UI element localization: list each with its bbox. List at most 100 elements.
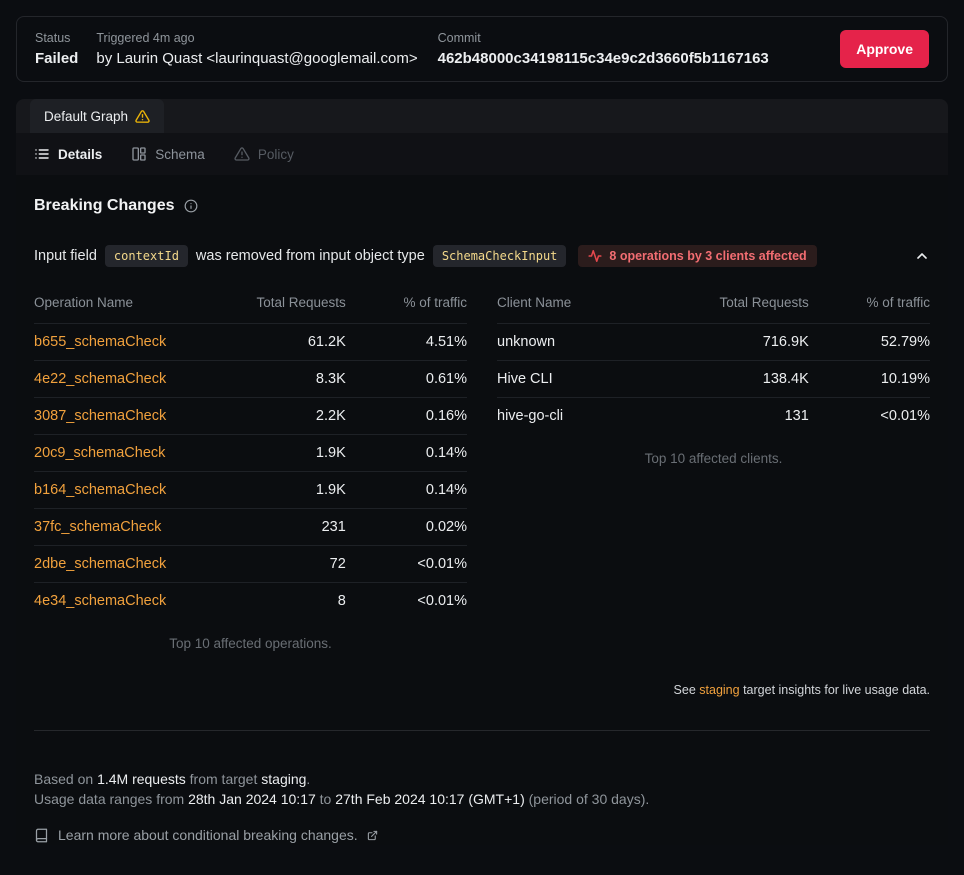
tab-schema[interactable]: Schema <box>131 146 205 162</box>
triggered-meta: Triggered 4m ago by Laurin Quast <laurin… <box>96 31 417 67</box>
change-text-prefix: Input field <box>34 248 97 264</box>
field-code-chip: contextId <box>104 245 188 267</box>
footer-text: (period of 30 days). <box>528 791 650 807</box>
schema-icon <box>131 146 147 162</box>
tab-schema-label: Schema <box>155 146 205 162</box>
table-row: hive-go-cli 131 <0.01% <box>497 397 930 434</box>
table-row: 20c9_schemaCheck 1.9K 0.14% <box>34 434 467 472</box>
activity-pulse-icon <box>588 249 602 263</box>
operations-header-row: Operation Name Total Requests % of traff… <box>34 285 467 324</box>
operation-link[interactable]: b164_schemaCheck <box>34 482 167 498</box>
table-row: b655_schemaCheck 61.2K 4.51% <box>34 323 467 361</box>
check-detail-card: Default Graph Details Schema <box>16 99 948 853</box>
table-row: 4e22_schemaCheck 8.3K 0.61% <box>34 360 467 398</box>
col-total-requests: Total Requests <box>256 295 346 310</box>
traffic-cell: 0.16% <box>345 397 467 435</box>
table-row: Hive CLI 138.4K 10.19% <box>497 360 930 398</box>
request-count: 1.4M requests <box>97 771 186 787</box>
operation-link[interactable]: 4e34_schemaCheck <box>34 593 167 609</box>
table-row: b164_schemaCheck 1.9K 0.14% <box>34 471 467 509</box>
info-icon[interactable] <box>184 199 198 213</box>
col-traffic: % of traffic <box>866 295 930 310</box>
details-content: Breaking Changes Input field contextId w… <box>16 175 948 845</box>
affected-badge-label: 8 operations by 3 clients affected <box>609 249 807 263</box>
operations-table: Operation Name Total Requests % of traff… <box>34 285 467 619</box>
traffic-cell: 0.61% <box>345 360 467 398</box>
warning-icon <box>234 146 250 162</box>
approve-button[interactable]: Approve <box>840 30 929 68</box>
staging-target-link[interactable]: staging <box>699 683 740 697</box>
target-name: staging <box>261 771 307 787</box>
clients-table: Client Name Total Requests % of traffic … <box>497 285 930 434</box>
footer-text: to <box>319 791 332 807</box>
usage-tables: Operation Name Total Requests % of traff… <box>34 285 930 661</box>
traffic-cell: 0.14% <box>345 434 467 472</box>
col-total-requests: Total Requests <box>719 295 809 310</box>
footer-text: Based on <box>34 771 94 787</box>
requests-cell: 231 <box>211 508 346 546</box>
commit-label: Commit <box>437 31 481 45</box>
clients-header-row: Client Name Total Requests % of traffic <box>497 285 930 324</box>
operation-link[interactable]: 2dbe_schemaCheck <box>34 556 167 572</box>
status-label: Status <box>35 31 71 45</box>
requests-cell: 138.4K <box>674 360 809 398</box>
learn-more-label: Learn more about conditional breaking ch… <box>58 827 358 843</box>
section-title-row: Breaking Changes <box>34 197 930 215</box>
operation-link[interactable]: 4e22_schemaCheck <box>34 371 167 387</box>
view-toolbar: Details Schema Policy <box>16 133 948 175</box>
requests-cell: 61.2K <box>211 323 346 361</box>
traffic-cell: <0.01% <box>345 545 467 583</box>
operation-link[interactable]: 3087_schemaCheck <box>34 408 167 424</box>
book-icon <box>34 828 49 843</box>
type-code-chip: SchemaCheckInput <box>432 245 567 267</box>
external-link-icon <box>367 830 378 841</box>
tab-details-label: Details <box>58 146 103 162</box>
commit-value: 462b48000c34198115c34e9c2d3660f5b1167163 <box>437 50 769 67</box>
usage-footer: Based on 1.4M requests from target stagi… <box>34 731 930 845</box>
operation-link[interactable]: b655_schemaCheck <box>34 334 167 350</box>
check-summary-card: Status Failed Triggered 4m ago by Laurin… <box>16 16 948 82</box>
range-end: 27th Feb 2024 10:17 (GMT+1) <box>335 791 525 807</box>
clients-column: Client Name Total Requests % of traffic … <box>497 285 930 661</box>
client-name-cell: hive-go-cli <box>497 397 675 434</box>
operation-link[interactable]: 20c9_schemaCheck <box>34 445 166 461</box>
footer-line-2: Usage data ranges from 28th Jan 2024 10:… <box>34 789 930 809</box>
insights-note-suffix: target insights for live usage data. <box>743 683 930 697</box>
client-name-cell: Hive CLI <box>497 360 675 398</box>
traffic-cell: <0.01% <box>808 397 930 434</box>
tab-default-graph[interactable]: Default Graph <box>30 99 165 133</box>
insights-note-prefix: See <box>673 683 696 697</box>
traffic-cell: 10.19% <box>808 360 930 398</box>
breaking-change-row[interactable]: Input field contextId was removed from i… <box>34 245 930 267</box>
tab-details[interactable]: Details <box>34 146 102 162</box>
clients-caption: Top 10 affected clients. <box>644 451 783 466</box>
requests-cell: 716.9K <box>674 323 809 361</box>
operations-caption: Top 10 affected operations. <box>169 636 332 651</box>
traffic-cell: 0.02% <box>345 508 467 546</box>
footer-divider <box>34 730 930 731</box>
traffic-cell: 4.51% <box>345 323 467 361</box>
change-text-middle: was removed from input object type <box>195 248 425 264</box>
chevron-up-icon[interactable] <box>914 248 930 264</box>
table-row: 3087_schemaCheck 2.2K 0.16% <box>34 397 467 435</box>
operation-link[interactable]: 37fc_schemaCheck <box>34 519 162 535</box>
requests-cell: 2.2K <box>211 397 346 435</box>
footer-text: . <box>306 771 311 787</box>
affected-operations-badge: 8 operations by 3 clients affected <box>578 245 817 267</box>
learn-more-link[interactable]: Learn more about conditional breaking ch… <box>34 825 930 845</box>
footer-text: from target <box>189 771 258 787</box>
insights-note: See staging target insights for live usa… <box>34 683 930 697</box>
table-row: 37fc_schemaCheck 231 0.02% <box>34 508 467 546</box>
status-value: Failed <box>35 50 79 67</box>
status-meta: Status Failed <box>35 31 78 67</box>
table-row: unknown 716.9K 52.79% <box>497 323 930 361</box>
requests-cell: 131 <box>674 397 809 434</box>
traffic-cell: 52.79% <box>808 323 930 361</box>
tab-policy[interactable]: Policy <box>234 146 294 162</box>
breaking-changes-title: Breaking Changes <box>34 197 175 214</box>
requests-cell: 8 <box>211 582 346 619</box>
table-row: 2dbe_schemaCheck 72 <0.01% <box>34 545 467 583</box>
graph-tab-label: Default Graph <box>44 108 129 124</box>
warning-triangle-icon <box>135 109 150 124</box>
